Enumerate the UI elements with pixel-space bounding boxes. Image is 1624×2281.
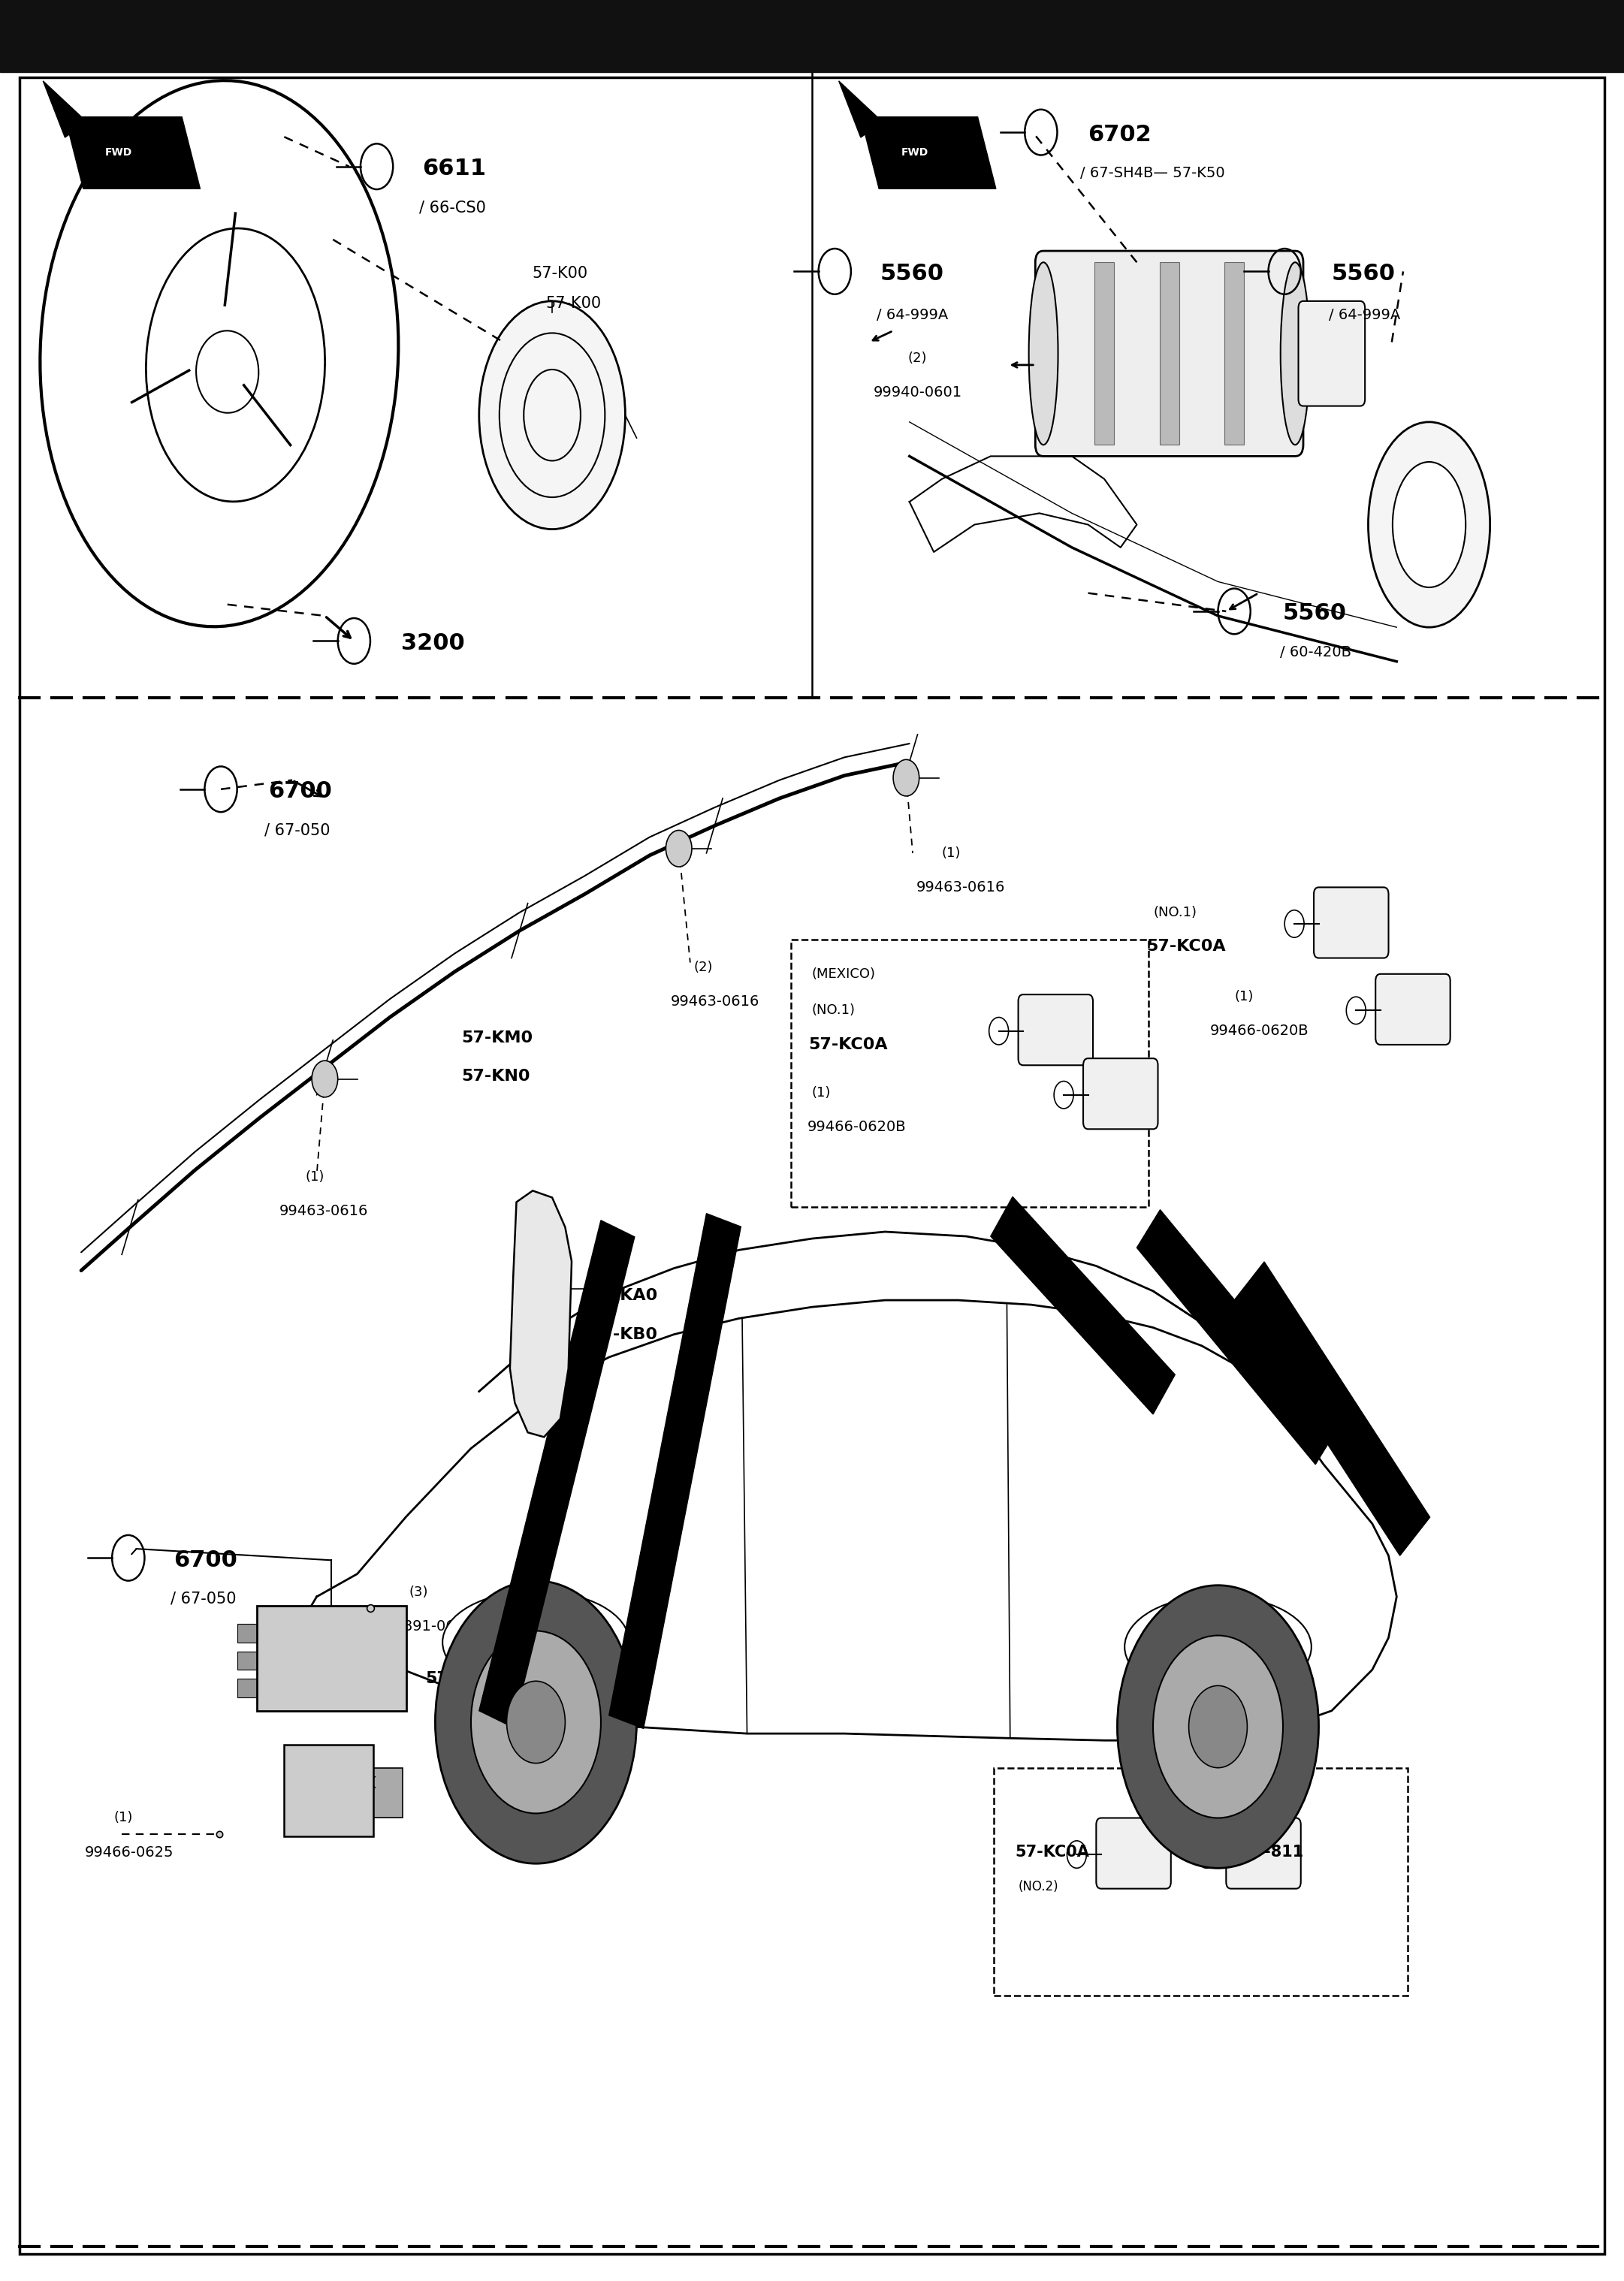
Text: 57-KA0: 57-KA0 (590, 1289, 658, 1302)
Text: 99463-0616: 99463-0616 (671, 995, 760, 1008)
Text: 57-K30: 57-K30 (425, 1672, 492, 1686)
Text: (NO.1): (NO.1) (1153, 906, 1197, 919)
Ellipse shape (479, 301, 625, 529)
Circle shape (435, 1581, 637, 1864)
FancyBboxPatch shape (1036, 251, 1302, 456)
Circle shape (471, 1631, 601, 1813)
Text: (1): (1) (114, 1811, 133, 1825)
Circle shape (893, 760, 919, 796)
Text: (USA/CAN): (USA/CAN) (1153, 1788, 1224, 1802)
Text: 3200: 3200 (401, 632, 464, 655)
Text: 57-KM0: 57-KM0 (461, 1031, 533, 1045)
Text: (NO.1): (NO.1) (812, 1004, 856, 1017)
Text: (1): (1) (812, 1086, 831, 1099)
Text: (1): (1) (305, 1170, 325, 1184)
Text: 57-K00: 57-K00 (533, 267, 588, 281)
FancyBboxPatch shape (1018, 995, 1093, 1065)
FancyBboxPatch shape (1083, 1058, 1158, 1129)
Ellipse shape (1030, 262, 1059, 445)
Text: / 67-050: / 67-050 (265, 823, 330, 837)
Bar (0, 0, 1624, 73)
Text: / 67-050: / 67-050 (171, 1592, 235, 1606)
Text: (2): (2) (908, 351, 927, 365)
Circle shape (531, 1229, 551, 1257)
Text: 99466-0620B: 99466-0620B (807, 1120, 906, 1134)
Polygon shape (1137, 1209, 1338, 1464)
Ellipse shape (1280, 262, 1311, 445)
Text: 99466-0625: 99466-0625 (84, 1845, 174, 1859)
Polygon shape (510, 1191, 572, 1437)
FancyBboxPatch shape (1314, 887, 1389, 958)
Text: 57-KC0A: 57-KC0A (1015, 1845, 1090, 1859)
Text: 6700: 6700 (174, 1549, 237, 1572)
Text: / 66-CS0: / 66-CS0 (419, 201, 486, 214)
Text: 5560: 5560 (1332, 262, 1395, 285)
Text: FWD: FWD (106, 148, 133, 157)
Ellipse shape (1124, 1597, 1312, 1697)
Text: 6611: 6611 (422, 157, 486, 180)
Circle shape (1117, 1585, 1319, 1868)
Bar (237, 1651, 257, 1670)
Bar (1160, 262, 1179, 445)
Ellipse shape (1367, 422, 1491, 627)
Polygon shape (991, 1198, 1176, 1414)
Polygon shape (1234, 1261, 1429, 1556)
Polygon shape (44, 80, 88, 137)
FancyBboxPatch shape (1376, 974, 1450, 1045)
Circle shape (531, 1282, 551, 1309)
Circle shape (531, 1332, 551, 1359)
Text: 57-KC0A: 57-KC0A (809, 1038, 888, 1052)
Text: 57-KB0: 57-KB0 (590, 1328, 658, 1341)
FancyBboxPatch shape (1096, 1818, 1171, 1889)
Text: 57-811: 57-811 (1242, 1845, 1304, 1859)
Text: 5560: 5560 (880, 262, 944, 285)
Text: (3): (3) (409, 1585, 429, 1599)
Text: (1): (1) (1234, 990, 1254, 1004)
Text: FWD: FWD (901, 148, 929, 157)
Circle shape (1189, 1686, 1247, 1768)
Text: 6702: 6702 (1088, 123, 1151, 146)
Text: (MEXICO): (MEXICO) (812, 967, 875, 981)
Text: / 67-SH4B— 57-K50: / 67-SH4B— 57-K50 (1080, 167, 1224, 180)
Bar (374, 1768, 403, 1818)
Text: Mazda Cx 5 Parts Diagram: Mazda Cx 5 Parts Diagram (672, 27, 952, 46)
Text: 57-K00: 57-K00 (546, 297, 601, 310)
Bar (237, 1679, 257, 1697)
Text: 57-K1X: 57-K1X (309, 1777, 377, 1791)
Ellipse shape (442, 1592, 630, 1693)
Ellipse shape (500, 333, 606, 497)
Polygon shape (609, 1213, 741, 1729)
Text: 57-KN0: 57-KN0 (461, 1070, 529, 1083)
Circle shape (1153, 1635, 1283, 1818)
Bar (1224, 262, 1244, 445)
Polygon shape (479, 1220, 635, 1727)
Bar (237, 1624, 257, 1642)
Text: (2): (2) (693, 960, 713, 974)
Text: (NO.2): (NO.2) (1018, 1880, 1059, 1893)
Polygon shape (65, 116, 200, 189)
FancyBboxPatch shape (1226, 1818, 1301, 1889)
Bar (257, 1606, 406, 1711)
Text: 57-KC0A: 57-KC0A (1147, 940, 1226, 953)
Bar (1095, 262, 1114, 445)
Text: 6700: 6700 (268, 780, 331, 803)
Text: 99463-0616: 99463-0616 (279, 1204, 369, 1218)
Text: / 64-999A: / 64-999A (877, 308, 948, 322)
Text: / 64-999A: / 64-999A (1328, 308, 1400, 322)
Text: 99940-0601: 99940-0601 (874, 385, 963, 399)
Text: (1): (1) (942, 846, 961, 860)
Polygon shape (861, 116, 996, 189)
Ellipse shape (1393, 461, 1465, 588)
Text: 5560: 5560 (1283, 602, 1346, 625)
Bar (284, 1745, 374, 1836)
Circle shape (312, 1061, 338, 1097)
Text: 99463-0616: 99463-0616 (916, 880, 1005, 894)
Text: / 60-420B: / 60-420B (1280, 646, 1351, 659)
FancyBboxPatch shape (1299, 301, 1364, 406)
Circle shape (507, 1681, 565, 1763)
Polygon shape (840, 80, 883, 137)
Circle shape (666, 830, 692, 867)
Text: 99891-0600: 99891-0600 (385, 1620, 474, 1633)
Text: 99466-0620B: 99466-0620B (1210, 1024, 1309, 1038)
